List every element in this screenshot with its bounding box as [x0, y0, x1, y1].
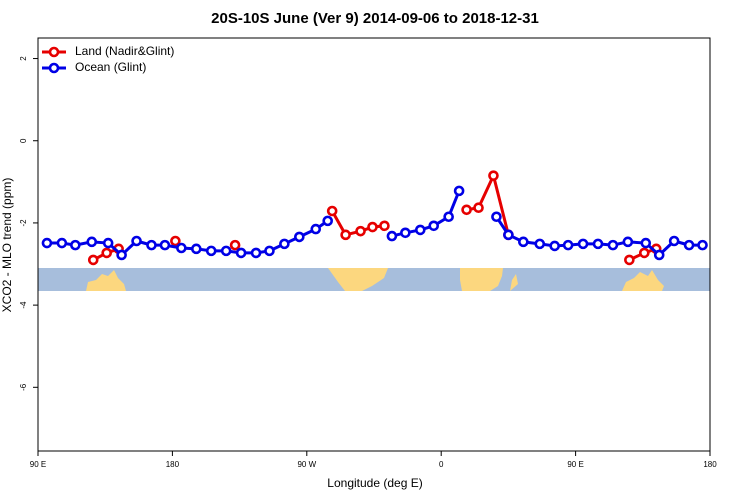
data-point [294, 231, 305, 243]
data-point [491, 211, 502, 223]
data-point [322, 215, 334, 227]
data-point [386, 230, 398, 242]
data-point [101, 247, 112, 259]
x-tick-label: 90 E [567, 460, 583, 469]
data-point [414, 224, 426, 236]
data-point [577, 238, 589, 250]
x-tick-label: 90 W [297, 460, 316, 469]
chart-title: 20S-10S June (Ver 9) 2014-09-06 to 2018-… [211, 10, 539, 27]
data-point [638, 247, 650, 259]
data-point [640, 237, 652, 249]
legend-label: Ocean (Glint) [75, 60, 146, 74]
data-point [683, 239, 695, 251]
legend-marker [48, 62, 60, 74]
legend-marker [48, 46, 60, 58]
y-tick-label: -4 [19, 301, 28, 309]
data-point [340, 229, 351, 241]
data-point [159, 239, 171, 251]
y-tick-label: 0 [19, 138, 28, 143]
data-point [264, 245, 275, 257]
data-point [518, 236, 529, 248]
data-point [190, 243, 202, 255]
land-shape [328, 268, 388, 291]
data-point [653, 249, 665, 261]
x-tick-label: 0 [439, 460, 444, 469]
data-point [400, 227, 411, 239]
y-tick-label: 2 [19, 56, 28, 61]
data-point [428, 220, 440, 232]
data-point [355, 225, 366, 237]
data-point [70, 239, 81, 251]
x-tick-label: 180 [703, 460, 717, 469]
plot-frame [37, 37, 711, 452]
y-tick-label: -6 [19, 383, 28, 391]
data-point [146, 239, 157, 251]
data-point [229, 239, 241, 251]
data-point [622, 236, 634, 248]
data-point [624, 254, 635, 266]
data-point [56, 237, 68, 249]
data-point [461, 204, 472, 216]
x-tick-label: 90 E [30, 460, 46, 469]
data-point [131, 235, 142, 247]
data-point [503, 229, 514, 241]
data-point [562, 239, 574, 251]
data-point [86, 236, 98, 248]
y-axis-label: XCO2 - MLO trend (ppm) [0, 178, 14, 313]
legend-label: Land (Nadir&Glint) [75, 44, 174, 58]
data-point [250, 247, 262, 259]
data-point [379, 220, 390, 232]
land-shape [510, 274, 518, 291]
land-shape [86, 270, 126, 291]
data-point [549, 240, 560, 252]
data-point [279, 238, 290, 250]
data-point [453, 185, 465, 197]
map-strip [38, 268, 710, 291]
data-point [176, 242, 187, 254]
data-point [310, 223, 322, 235]
x-tick-label: 180 [166, 460, 180, 469]
data-point [607, 239, 619, 251]
data-point [473, 202, 484, 214]
data-point [697, 239, 708, 251]
data-point [220, 245, 232, 257]
data-point [205, 245, 217, 257]
data-point [102, 237, 114, 249]
data-point [367, 221, 378, 233]
data-point [326, 205, 338, 217]
land-shape [622, 270, 664, 291]
data-point [534, 238, 546, 250]
data-point [235, 247, 247, 259]
data-point [116, 249, 127, 261]
data-point [668, 235, 680, 247]
y-tick-label: -2 [19, 219, 28, 227]
data-point [170, 235, 181, 247]
data-point [443, 211, 454, 223]
land-shape [460, 268, 503, 291]
data-point [87, 254, 99, 266]
data-point [41, 237, 53, 249]
x-axis-label: Longitude (deg E) [327, 476, 422, 490]
data-point [592, 238, 604, 250]
data-point [488, 170, 499, 181]
